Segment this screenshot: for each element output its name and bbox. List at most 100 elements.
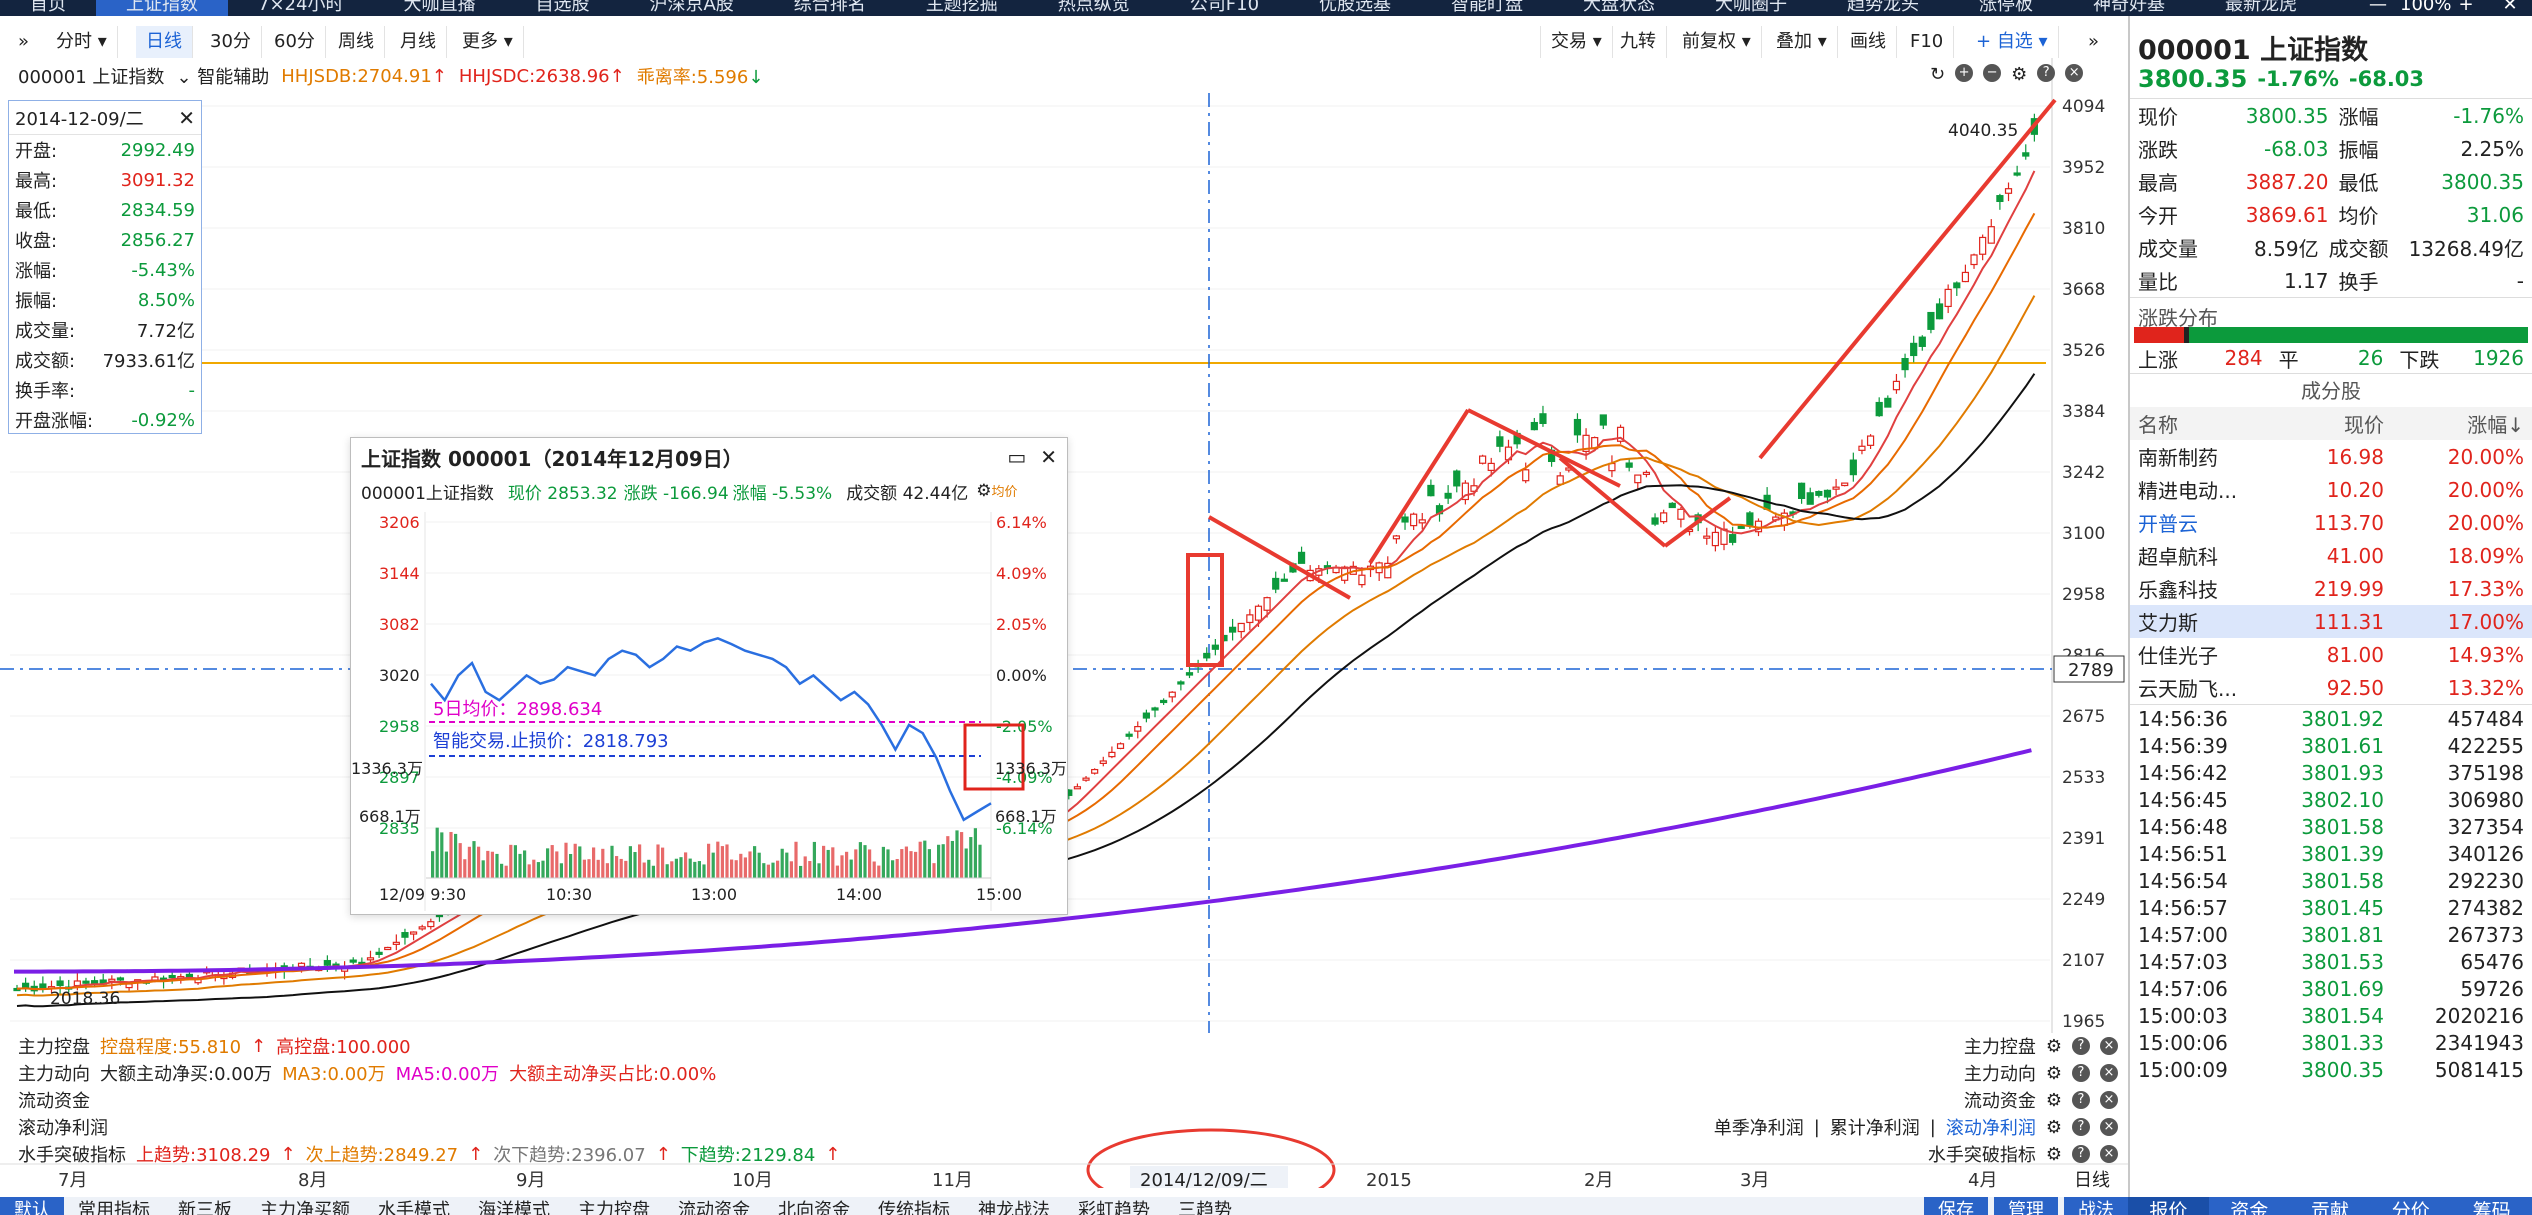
smart-assist-toggle[interactable]: ⌄ 智能辅助 — [176, 67, 270, 88]
close-circle-icon[interactable]: × — [2065, 64, 2084, 82]
quote-tab[interactable]: 报价 — [2128, 1197, 2209, 1215]
help-icon[interactable]: ? — [2072, 1091, 2090, 1109]
close-circle-icon[interactable]: × — [2100, 1037, 2118, 1055]
tab-daily[interactable]: 日线 — [136, 26, 193, 58]
topnav-item[interactable]: 首页 — [30, 0, 66, 15]
tab-intraday[interactable]: 分时 ▾ — [46, 26, 118, 58]
close-icon[interactable]: ✕ — [1040, 445, 1057, 469]
quote-tab[interactable]: 分价 — [2391, 1200, 2430, 1215]
help-icon[interactable]: ? — [2072, 1145, 2090, 1163]
topnav-item[interactable]: 沪深京A股 — [649, 0, 734, 15]
overlay-button[interactable]: 叠加 ▾ — [1766, 26, 1838, 58]
comp-row[interactable]: 南新制药 16.98 20.00% — [2138, 444, 2524, 471]
quote-tab[interactable]: 贡献 — [2310, 1200, 2349, 1215]
indicator-tab[interactable]: 常用指标 — [78, 1200, 150, 1215]
indicator-action[interactable]: 管理 — [1994, 1197, 2058, 1215]
tab-30min[interactable]: 30分 — [200, 26, 262, 58]
draw-button[interactable]: 画线 — [1840, 26, 1897, 58]
tab-cum-profit[interactable]: 累计净利润 — [1829, 1118, 1920, 1139]
tab-60min[interactable]: 60分 — [264, 26, 326, 58]
indicator-tab[interactable]: 主力净买额 — [260, 1200, 350, 1215]
settings-gear-icon[interactable]: ⚙ — [2045, 1089, 2062, 1111]
zoom-in-icon[interactable]: + — [1955, 64, 1974, 82]
comp-row[interactable]: 开普云 113.70 20.00% — [2138, 510, 2524, 537]
topnav-item[interactable]: 热点纵览 — [1057, 0, 1130, 15]
f10-button[interactable]: F10 — [1900, 26, 1955, 58]
add-watchlist-button[interactable]: + 自选 ▾ — [1966, 26, 2059, 58]
close-circle-icon[interactable]: × — [2100, 1145, 2118, 1163]
close-circle-icon[interactable]: × — [2100, 1118, 2118, 1136]
popup-vol-bar — [559, 863, 563, 878]
adjust-button[interactable]: 前复权 ▾ — [1672, 26, 1762, 58]
settings-gear-icon[interactable]: ⚙ — [2045, 1035, 2062, 1057]
topnav-item[interactable]: 涨停板 — [1979, 0, 2034, 15]
close-circle-icon[interactable]: × — [2100, 1091, 2118, 1109]
collapse-icon[interactable]: » — [18, 31, 30, 52]
topnav-item[interactable]: 大咖圈子 — [1715, 0, 1788, 15]
indicator-tab[interactable]: 新三板 — [178, 1200, 232, 1215]
topnav-item[interactable]: 神奇好基 — [2093, 0, 2166, 15]
window-control[interactable]: ✕ — [2502, 0, 2518, 15]
comp-row[interactable]: 精进电动... 10.20 20.00% — [2138, 477, 2524, 504]
indicator-action[interactable]: 保存 — [1924, 1197, 1988, 1215]
indicator-action[interactable]: 战法 — [2064, 1197, 2128, 1215]
topnav-item[interactable]: 大咖直播 — [403, 0, 476, 15]
comp-row[interactable]: 乐鑫科技 219.99 17.33% — [2138, 576, 2524, 603]
minimize-icon[interactable]: ▭ — [1007, 445, 1027, 469]
indicator-tab[interactable]: 传统指标 — [878, 1200, 950, 1215]
topnav-item[interactable]: 上证指数 — [96, 0, 228, 16]
close-circle-icon[interactable]: × — [2100, 1064, 2118, 1082]
topnav-item[interactable]: 智能盯盘 — [1451, 0, 1524, 15]
topnav-item[interactable]: 最新龙虎 — [2225, 0, 2298, 15]
window-control[interactable]: + — [2458, 0, 2474, 15]
comp-row[interactable]: 艾力斯 111.31 17.00% — [2130, 605, 2532, 638]
indicator-tab[interactable]: 流动资金 — [678, 1200, 750, 1215]
day-button[interactable]: 日线 — [2074, 1170, 2110, 1191]
zoom-out-icon[interactable]: − — [1983, 64, 2002, 82]
comp-row[interactable]: 仕佳光子 81.00 14.93% — [2138, 642, 2524, 669]
help-icon[interactable]: ? — [2072, 1118, 2090, 1136]
settings-gear-icon[interactable]: ⚙均价 — [976, 481, 1018, 501]
indicator-tab[interactable]: 北向资金 — [778, 1200, 850, 1215]
topnav-item[interactable]: 主题挖掘 — [925, 0, 998, 15]
help-icon[interactable]: ? — [2072, 1064, 2090, 1082]
trade-button[interactable]: 交易 ▾ — [1540, 26, 1613, 58]
indicator-tab[interactable]: 默认 — [0, 1197, 64, 1215]
topnav-item[interactable]: 公司F10 — [1189, 0, 1260, 15]
topnav-item[interactable]: 自选股 — [535, 0, 590, 15]
indicator-tab[interactable]: 三趋势 — [1178, 1200, 1232, 1215]
collapse-right-icon[interactable]: » — [2088, 31, 2100, 52]
quote-tab[interactable]: 资金 — [2230, 1200, 2269, 1215]
indicator-tab[interactable]: 彩虹趋势 — [1078, 1200, 1150, 1215]
topnav-item[interactable]: 综合排名 — [793, 0, 866, 15]
candle-body — [1280, 578, 1288, 582]
help-icon[interactable]: ? — [2072, 1037, 2090, 1055]
tab-more[interactable]: 更多 ▾ — [452, 26, 524, 58]
comp-row[interactable]: 云天励飞... 92.50 13.32% — [2138, 675, 2524, 702]
tab-quarter-profit[interactable]: 单季净利润 — [1713, 1118, 1804, 1139]
arrow-up-icon: ↑ — [431, 65, 447, 87]
topnav-item[interactable]: 优股选基 — [1319, 0, 1392, 15]
topnav-item[interactable]: 大盘状态 — [1583, 0, 1656, 15]
settings-gear-icon[interactable]: ⚙ — [2045, 1062, 2062, 1084]
tab-weekly[interactable]: 周线 — [328, 26, 385, 58]
quote-tab[interactable]: 筹码 — [2472, 1200, 2511, 1215]
indicator-tab[interactable]: 神龙战法 — [978, 1200, 1050, 1215]
settings-gear-icon[interactable]: ⚙ — [2045, 1143, 2062, 1165]
nine-turn-button[interactable]: 九转 — [1610, 26, 1667, 58]
topnav-item[interactable]: 趋势龙头 — [1847, 0, 1920, 15]
close-icon[interactable]: ✕ — [178, 105, 195, 130]
help-icon[interactable]: ? — [2037, 64, 2056, 82]
comp-row[interactable]: 超卓航科 41.00 18.09% — [2138, 543, 2524, 570]
settings-gear-icon[interactable]: ⚙ — [2045, 1116, 2062, 1138]
indicator-tab[interactable]: 水手模式 — [378, 1200, 450, 1215]
tab-rolling-profit[interactable]: 滚动净利润 — [1945, 1118, 2036, 1139]
indicator-tab[interactable]: 海洋模式 — [478, 1200, 550, 1215]
settings-gear-icon[interactable]: ⚙ — [2011, 64, 2028, 85]
window-control[interactable]: 100% — [2400, 0, 2452, 15]
window-control[interactable]: — — [2369, 0, 2387, 15]
tab-monthly[interactable]: 月线 — [390, 26, 447, 58]
reset-icon[interactable]: ↻ — [1930, 64, 1946, 85]
topnav-item[interactable]: 7×24小时 — [258, 0, 344, 15]
indicator-tab[interactable]: 主力控盘 — [578, 1200, 650, 1215]
